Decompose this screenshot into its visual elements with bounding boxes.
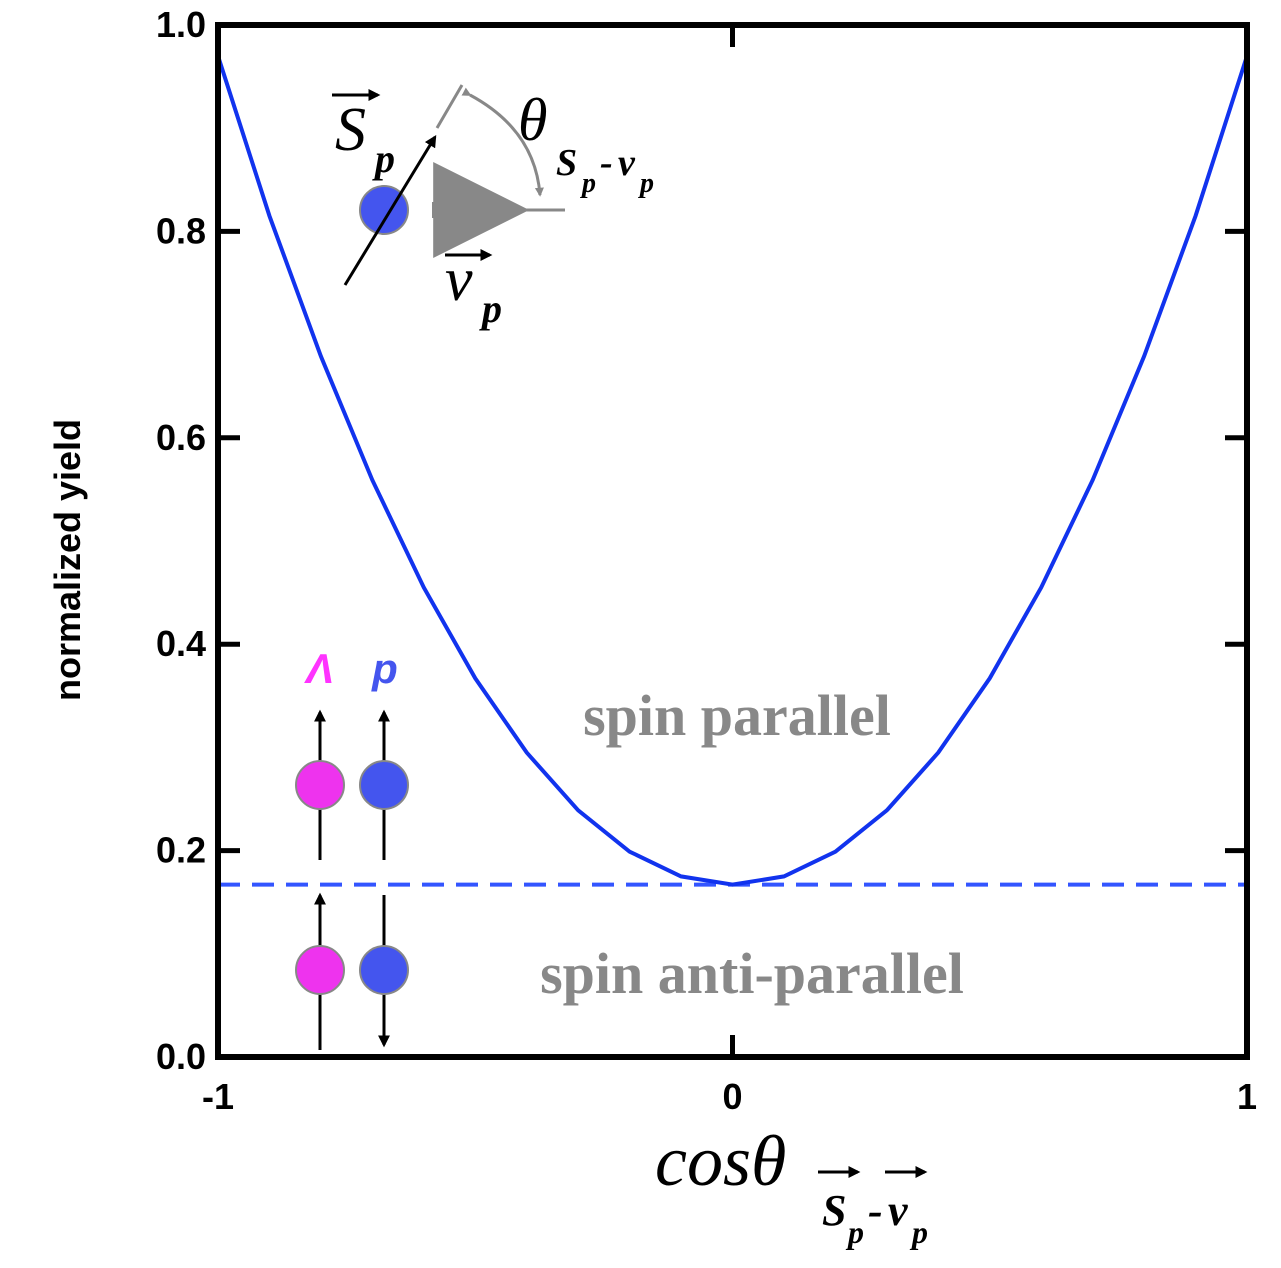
sub-part: v — [888, 1186, 908, 1235]
sub-part: S — [822, 1186, 846, 1235]
spin-arrow — [343, 134, 437, 286]
v-sub: p — [479, 286, 502, 331]
proton-label: p — [371, 645, 398, 692]
theta-label: θ — [518, 87, 547, 153]
y-tick-label: 0.0 — [156, 1036, 206, 1077]
sub-part: p — [845, 1214, 864, 1250]
x-axis-label-sub: S p - v p — [818, 1166, 928, 1250]
s-sub: p — [372, 136, 395, 181]
theta-sub: p — [580, 168, 596, 199]
theta-sub: p — [638, 168, 654, 199]
y-axis-label: normalized yield — [47, 419, 88, 701]
v-label: v — [445, 246, 473, 314]
y-tick-label: 0.4 — [156, 623, 206, 664]
data-line — [216, 55, 1249, 887]
x-tick-label: 0 — [722, 1076, 742, 1117]
annotation: spin anti-parallel — [540, 941, 964, 1006]
x-tick-label: 1 — [1237, 1076, 1257, 1117]
inset-diagram: S p v p θ S p - v p — [332, 84, 654, 331]
proton-icon — [359, 185, 409, 235]
x-axis-label: cosθ — [655, 1121, 786, 1201]
annotation: spin parallel — [583, 683, 891, 748]
lambda-icon — [295, 760, 345, 810]
angle-arc — [461, 87, 544, 197]
y-tick-label: 0.2 — [156, 830, 206, 871]
lambda-label: Λ — [304, 645, 334, 692]
theta-sub: S — [556, 142, 577, 184]
plot-frame — [215, 22, 1250, 1060]
sub-part: p — [909, 1214, 928, 1250]
sub-part: - — [868, 1186, 883, 1235]
theta-sub: v — [618, 142, 636, 184]
y-tick-label: 0.8 — [156, 210, 206, 251]
spin-extension — [435, 84, 464, 129]
y-tick-label: 1.0 — [156, 4, 206, 45]
proton-icon — [359, 945, 409, 995]
theta-sub: - — [600, 142, 613, 184]
proton-icon — [359, 760, 409, 810]
lambda-icon — [295, 945, 345, 995]
spin-icons: Λ p — [295, 645, 409, 1050]
x-tick-label: -1 — [202, 1076, 234, 1117]
y-tick-label: 0.6 — [156, 417, 206, 458]
s-label: S — [335, 96, 366, 164]
